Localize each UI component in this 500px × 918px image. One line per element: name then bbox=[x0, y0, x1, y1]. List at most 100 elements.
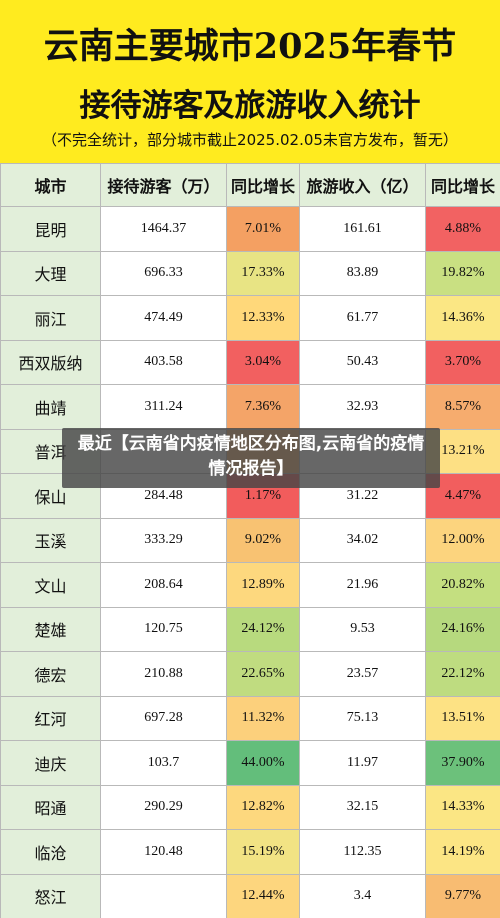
cell-revenue-growth: 4.88% bbox=[425, 206, 500, 252]
cell-visitors: 208.64 bbox=[100, 562, 227, 608]
cell-revenue-growth: 22.12% bbox=[425, 651, 500, 697]
cell-visitors bbox=[100, 873, 227, 918]
cell-city: 红河 bbox=[0, 695, 101, 741]
table-row: 德宏 210.88 22.65% 23.57 22.12% bbox=[0, 651, 500, 697]
cell-revenue-growth: 8.57% bbox=[425, 384, 500, 430]
cell-revenue-growth: 13.21% bbox=[425, 428, 500, 474]
cell-city: 曲靖 bbox=[0, 384, 101, 430]
cell-visitors-growth: 12.89% bbox=[226, 562, 300, 608]
cell-city: 楚雄 bbox=[0, 606, 101, 652]
cell-revenue: 83.89 bbox=[299, 250, 426, 296]
cell-revenue-growth: 24.16% bbox=[425, 606, 500, 652]
header-revenue: 旅游收入（亿） bbox=[299, 163, 426, 207]
cell-city: 西双版纳 bbox=[0, 339, 101, 385]
cell-revenue-growth: 12.00% bbox=[425, 517, 500, 563]
cell-visitors-growth: 7.01% bbox=[226, 206, 300, 252]
cell-revenue: 11.97 bbox=[299, 740, 426, 786]
cell-revenue: 112.35 bbox=[299, 829, 426, 875]
cell-visitors-growth: 12.33% bbox=[226, 295, 300, 341]
cell-visitors: 103.7 bbox=[100, 740, 227, 786]
cell-visitors: 333.29 bbox=[100, 517, 227, 563]
cell-revenue-growth: 4.47% bbox=[425, 473, 500, 519]
news-overlay-text: 最近【云南省内疫情地区分布图,云南省的疫情情况报告】 bbox=[77, 434, 425, 479]
cell-city: 文山 bbox=[0, 562, 101, 608]
table-row: 楚雄 120.75 24.12% 9.53 24.16% bbox=[0, 606, 500, 652]
cell-visitors-growth: 9.02% bbox=[226, 517, 300, 563]
cell-revenue-growth: 19.82% bbox=[425, 250, 500, 296]
cell-city: 昆明 bbox=[0, 206, 101, 252]
cell-revenue: 9.53 bbox=[299, 606, 426, 652]
cell-revenue: 32.93 bbox=[299, 384, 426, 430]
header-visitors: 接待游客（万） bbox=[100, 163, 227, 207]
cell-visitors-growth: 17.33% bbox=[226, 250, 300, 296]
statistics-table: 城市 接待游客（万） 同比增长 旅游收入（亿） 同比增长 昆明 1464.37 7.… bbox=[0, 163, 500, 918]
table-row: 昭通 290.29 12.82% 32.15 14.33% bbox=[0, 784, 500, 830]
cell-revenue: 75.13 bbox=[299, 695, 426, 741]
cell-visitors-growth: 44.00% bbox=[226, 740, 300, 786]
cell-visitors-growth: 24.12% bbox=[226, 606, 300, 652]
cell-revenue: 32.15 bbox=[299, 784, 426, 830]
cell-city: 丽江 bbox=[0, 295, 101, 341]
cell-revenue: 3.4 bbox=[299, 873, 426, 918]
table-row: 临沧 120.48 15.19% 112.35 14.19% bbox=[0, 829, 500, 875]
table-row: 西双版纳 403.58 3.04% 50.43 3.70% bbox=[0, 339, 500, 385]
page-subtitle: 接待游客及旅游收入统计 bbox=[79, 88, 421, 124]
header-revenue-growth: 同比增长 bbox=[425, 163, 500, 207]
table-row: 红河 697.28 11.32% 75.13 13.51% bbox=[0, 695, 500, 741]
cell-visitors: 1464.37 bbox=[100, 206, 227, 252]
cell-city: 怒江 bbox=[0, 873, 101, 918]
cell-city: 临沧 bbox=[0, 829, 101, 875]
cell-revenue-growth: 14.19% bbox=[425, 829, 500, 875]
cell-visitors-growth: 12.82% bbox=[226, 784, 300, 830]
cell-revenue-growth: 14.33% bbox=[425, 784, 500, 830]
header-banner: 云南主要城市2025年春节 接待游客及旅游收入统计 （不完全统计，部分城市截止2… bbox=[0, 0, 500, 163]
cell-visitors: 210.88 bbox=[100, 651, 227, 697]
cell-visitors: 311.24 bbox=[100, 384, 227, 430]
table-row: 大理 696.33 17.33% 83.89 19.82% bbox=[0, 250, 500, 296]
table-row: 曲靖 311.24 7.36% 32.93 8.57% bbox=[0, 384, 500, 430]
cell-revenue: 50.43 bbox=[299, 339, 426, 385]
cell-revenue-growth: 37.90% bbox=[425, 740, 500, 786]
cell-visitors-growth: 11.32% bbox=[226, 695, 300, 741]
cell-revenue-growth: 9.77% bbox=[425, 873, 500, 918]
table-row: 玉溪 333.29 9.02% 34.02 12.00% bbox=[0, 517, 500, 563]
cell-city: 迪庆 bbox=[0, 740, 101, 786]
news-overlay[interactable]: 最近【云南省内疫情地区分布图,云南省的疫情情况报告】 bbox=[62, 428, 440, 488]
page-title: 云南主要城市2025年春节 bbox=[43, 26, 457, 67]
cell-visitors: 474.49 bbox=[100, 295, 227, 341]
cell-city: 德宏 bbox=[0, 651, 101, 697]
cell-visitors: 697.28 bbox=[100, 695, 227, 741]
cell-visitors: 120.48 bbox=[100, 829, 227, 875]
cell-visitors-growth: 15.19% bbox=[226, 829, 300, 875]
header-visitors-growth: 同比增长 bbox=[226, 163, 300, 207]
table-row: 文山 208.64 12.89% 21.96 20.82% bbox=[0, 562, 500, 608]
cell-revenue: 23.57 bbox=[299, 651, 426, 697]
cell-visitors: 120.75 bbox=[100, 606, 227, 652]
cell-revenue-growth: 20.82% bbox=[425, 562, 500, 608]
table-row: 昆明 1464.37 7.01% 161.61 4.88% bbox=[0, 206, 500, 252]
cell-visitors: 290.29 bbox=[100, 784, 227, 830]
cell-visitors-growth: 7.36% bbox=[226, 384, 300, 430]
cell-visitors: 403.58 bbox=[100, 339, 227, 385]
footnote: （不完全统计，部分城市截止2025.02.05未官方发布，暂无） bbox=[42, 131, 458, 149]
cell-revenue-growth: 3.70% bbox=[425, 339, 500, 385]
cell-visitors-growth: 22.65% bbox=[226, 651, 300, 697]
cell-revenue-growth: 14.36% bbox=[425, 295, 500, 341]
cell-city: 大理 bbox=[0, 250, 101, 296]
cell-visitors-growth: 3.04% bbox=[226, 339, 300, 385]
table-row: 丽江 474.49 12.33% 61.77 14.36% bbox=[0, 295, 500, 341]
cell-revenue: 61.77 bbox=[299, 295, 426, 341]
table-header-row: 城市 接待游客（万） 同比增长 旅游收入（亿） 同比增长 bbox=[0, 163, 500, 207]
table-row: 迪庆 103.7 44.00% 11.97 37.90% bbox=[0, 740, 500, 786]
cell-revenue: 34.02 bbox=[299, 517, 426, 563]
table-row: 怒江 12.44% 3.4 9.77% bbox=[0, 873, 500, 918]
cell-visitors-growth: 12.44% bbox=[226, 873, 300, 918]
cell-revenue: 21.96 bbox=[299, 562, 426, 608]
header-city: 城市 bbox=[0, 163, 101, 207]
cell-revenue: 161.61 bbox=[299, 206, 426, 252]
cell-visitors: 696.33 bbox=[100, 250, 227, 296]
cell-city: 玉溪 bbox=[0, 517, 101, 563]
cell-city: 昭通 bbox=[0, 784, 101, 830]
cell-revenue-growth: 13.51% bbox=[425, 695, 500, 741]
table-body: 昆明 1464.37 7.01% 161.61 4.88% 大理 696.33 17.33% 8… bbox=[0, 206, 500, 918]
